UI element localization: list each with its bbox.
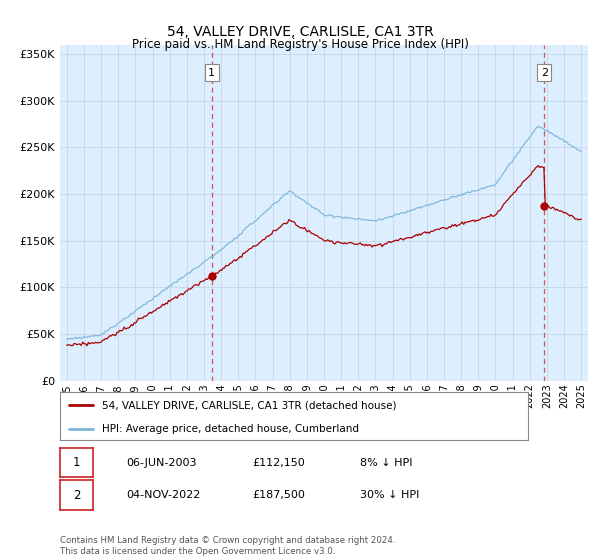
Text: Price paid vs. HM Land Registry's House Price Index (HPI): Price paid vs. HM Land Registry's House … (131, 38, 469, 51)
Text: 06-JUN-2003: 06-JUN-2003 (126, 458, 197, 468)
Text: 2: 2 (73, 488, 80, 502)
Text: 30% ↓ HPI: 30% ↓ HPI (360, 490, 419, 500)
Text: £187,500: £187,500 (252, 490, 305, 500)
Text: 2: 2 (541, 68, 548, 78)
Text: 54, VALLEY DRIVE, CARLISLE, CA1 3TR: 54, VALLEY DRIVE, CARLISLE, CA1 3TR (167, 25, 433, 39)
Text: Contains HM Land Registry data © Crown copyright and database right 2024.
This d: Contains HM Land Registry data © Crown c… (60, 536, 395, 556)
Text: HPI: Average price, detached house, Cumberland: HPI: Average price, detached house, Cumb… (102, 424, 359, 434)
Text: 1: 1 (73, 456, 80, 469)
Text: 1: 1 (208, 68, 215, 78)
Text: 54, VALLEY DRIVE, CARLISLE, CA1 3TR (detached house): 54, VALLEY DRIVE, CARLISLE, CA1 3TR (det… (102, 400, 397, 410)
Text: £112,150: £112,150 (252, 458, 305, 468)
Text: 8% ↓ HPI: 8% ↓ HPI (360, 458, 413, 468)
Text: 04-NOV-2022: 04-NOV-2022 (126, 490, 200, 500)
